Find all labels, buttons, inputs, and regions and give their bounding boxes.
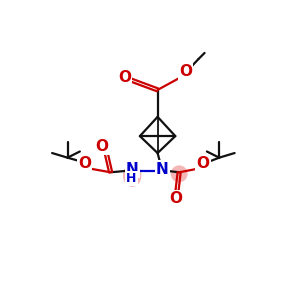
Text: H: H [126,172,136,185]
Text: O: O [196,156,209,171]
Text: O: O [169,191,182,206]
Text: O: O [118,70,131,85]
Text: N: N [156,162,169,177]
Text: O: O [96,139,109,154]
Ellipse shape [171,165,188,182]
Text: N: N [126,162,139,177]
Text: O: O [78,155,91,170]
Text: O: O [179,64,192,79]
Ellipse shape [123,164,141,187]
